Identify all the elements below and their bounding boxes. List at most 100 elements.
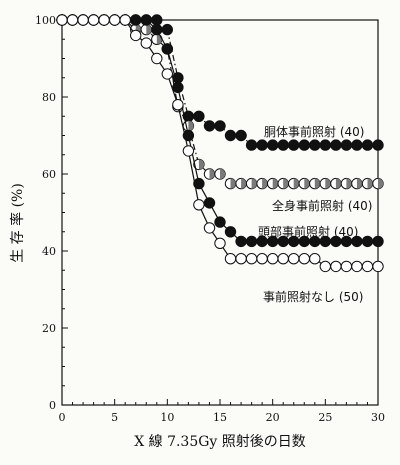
data-point	[214, 237, 226, 250]
data-point	[193, 110, 205, 123]
marker-fill	[283, 178, 289, 189]
data-point	[361, 139, 374, 151]
data-point	[140, 14, 153, 26]
data-point	[340, 177, 353, 190]
marker-fill	[220, 168, 226, 180]
data-point	[203, 222, 216, 234]
data-point	[172, 99, 184, 111]
marker-fill	[335, 178, 342, 189]
data-point	[298, 139, 310, 151]
data-point	[372, 139, 384, 151]
marker-fill	[188, 120, 194, 132]
data-point	[151, 23, 163, 36]
y-tick-label: 40	[42, 245, 56, 258]
data-point	[161, 23, 174, 36]
y-tick-label: 20	[42, 322, 56, 335]
data-point	[66, 14, 79, 26]
data-point	[309, 139, 321, 151]
marker-fill	[356, 178, 363, 189]
series-label-2: 全身事前照射 (40)	[272, 198, 372, 213]
data-point	[298, 253, 310, 265]
data-point	[224, 177, 237, 190]
data-point	[224, 253, 237, 265]
marker-fill	[272, 178, 278, 189]
marker-fill	[293, 178, 299, 189]
data-point	[309, 177, 321, 190]
data-point	[319, 260, 331, 273]
x-tick-label: 10	[160, 411, 174, 424]
data-point	[309, 253, 321, 265]
y-tick-label: 0	[49, 399, 56, 412]
data-point	[288, 253, 300, 265]
marker-fill	[304, 178, 310, 189]
data-point	[361, 235, 374, 248]
data-point	[98, 14, 110, 26]
series-label-4: 事前照射なし (50)	[263, 289, 363, 304]
data-point	[340, 139, 353, 151]
series-2	[56, 14, 384, 190]
data-point	[193, 158, 205, 171]
x-tick-label: 15	[213, 411, 227, 424]
data-point	[288, 139, 300, 151]
x-tick-label: 0	[59, 411, 66, 424]
data-point	[203, 197, 216, 209]
data-point	[256, 177, 268, 190]
data-point	[267, 253, 279, 265]
data-point	[277, 139, 289, 151]
marker-fill	[198, 159, 205, 170]
data-point	[140, 23, 153, 36]
x-axis-title: X 線 7.35Gy 照射後の日数	[134, 434, 306, 450]
data-point	[224, 129, 237, 142]
data-point	[372, 260, 384, 273]
data-point	[245, 253, 258, 265]
data-point	[267, 177, 279, 190]
series-4	[56, 14, 384, 273]
data-point	[203, 120, 216, 132]
marker-fill	[262, 178, 268, 189]
data-point	[351, 260, 363, 273]
x-tick-label: 5	[111, 411, 118, 424]
data-point	[87, 14, 100, 26]
data-point	[182, 145, 195, 157]
data-point	[214, 120, 226, 132]
data-point	[245, 177, 258, 190]
marker-fill	[378, 178, 384, 189]
data-point	[235, 253, 247, 265]
data-point	[288, 177, 300, 190]
data-point	[193, 199, 205, 211]
data-point	[119, 14, 131, 26]
axes: 0 20 40 60 80 100 0 5 10 15 20 25 30	[35, 14, 385, 424]
data-point	[182, 120, 195, 132]
data-point	[361, 260, 374, 273]
x-tick-label: 30	[371, 411, 385, 424]
marker-fill	[314, 178, 320, 189]
data-point	[372, 177, 384, 190]
data-point	[351, 139, 363, 151]
y-axis-title: 生 存 率 (%)	[9, 183, 26, 263]
marker-fill	[146, 24, 152, 35]
data-point	[235, 235, 247, 248]
data-point	[330, 177, 342, 190]
data-point	[267, 139, 279, 151]
data-point	[214, 168, 226, 180]
data-point	[372, 235, 384, 248]
data-point	[340, 260, 353, 273]
data-point	[224, 226, 237, 238]
data-point	[319, 177, 331, 190]
series-layer: 胴体事前照射 (40) 全身事前照射 (40) 頭部事前照射 (40) 事前照射なし …	[56, 14, 384, 304]
marker-fill	[325, 178, 331, 189]
marker-fill	[241, 178, 247, 189]
data-point	[245, 235, 258, 248]
data-point	[203, 168, 216, 180]
data-point	[256, 139, 268, 151]
marker-fill	[346, 178, 352, 189]
data-point	[277, 177, 289, 190]
data-point	[277, 253, 289, 265]
data-point	[151, 14, 163, 26]
data-point	[351, 177, 363, 190]
marker-fill	[230, 178, 236, 189]
x-tick-label: 20	[266, 411, 280, 424]
series-line	[62, 19, 378, 185]
y-tick-label: 100	[35, 14, 56, 27]
